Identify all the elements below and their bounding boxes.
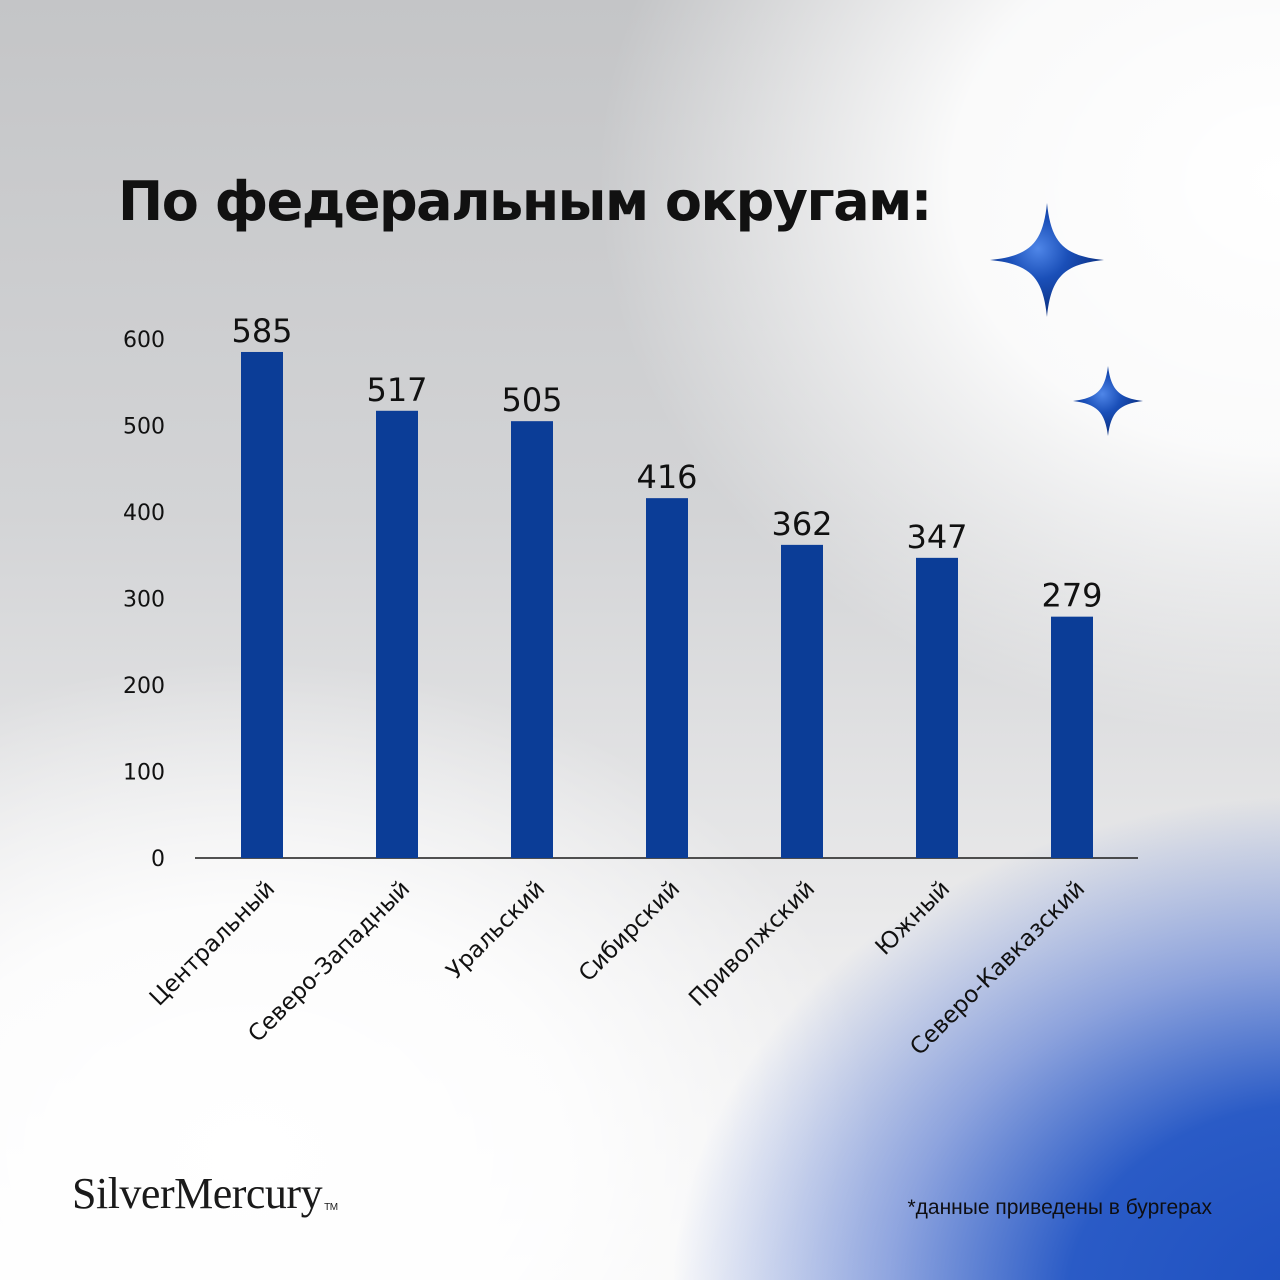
bar xyxy=(511,421,553,858)
y-tick-label: 500 xyxy=(123,415,165,440)
x-tick-label: Уральский xyxy=(442,876,550,984)
y-tick-label: 0 xyxy=(151,847,165,872)
y-tick-label: 300 xyxy=(123,588,165,613)
chart-title: По федеральным округам: xyxy=(118,170,932,233)
data-label: 517 xyxy=(366,371,427,409)
y-tick-label: 600 xyxy=(123,328,165,353)
x-tick-label: Сибирский xyxy=(574,876,685,987)
brand-name: SilverMercury xyxy=(72,1169,323,1218)
x-tick-label: Южный xyxy=(871,876,956,961)
bar xyxy=(376,410,418,858)
x-tick-label: Приволжский xyxy=(684,876,820,1012)
sparkle-star-icon xyxy=(990,203,1104,317)
sparkle-star-icon xyxy=(1073,366,1143,436)
y-tick-label: 400 xyxy=(123,501,165,526)
data-label: 585 xyxy=(231,312,292,350)
data-label: 505 xyxy=(501,381,562,419)
x-tick-label: Центральный xyxy=(145,876,280,1011)
bar xyxy=(1051,616,1093,858)
trademark-mark: TM xyxy=(324,1202,338,1213)
footnote: *данные приведены в бургерах xyxy=(907,1196,1212,1219)
data-label: 347 xyxy=(906,518,967,556)
data-label: 362 xyxy=(771,505,832,543)
y-tick-label: 100 xyxy=(123,761,165,786)
bar xyxy=(916,557,958,858)
bar xyxy=(646,498,688,858)
bar xyxy=(781,544,823,858)
data-label: 279 xyxy=(1041,577,1102,615)
data-label: 416 xyxy=(636,458,697,496)
bar xyxy=(241,351,283,858)
brand-logo: SilverMercury TM xyxy=(72,1168,338,1219)
y-tick-label: 200 xyxy=(123,674,165,699)
